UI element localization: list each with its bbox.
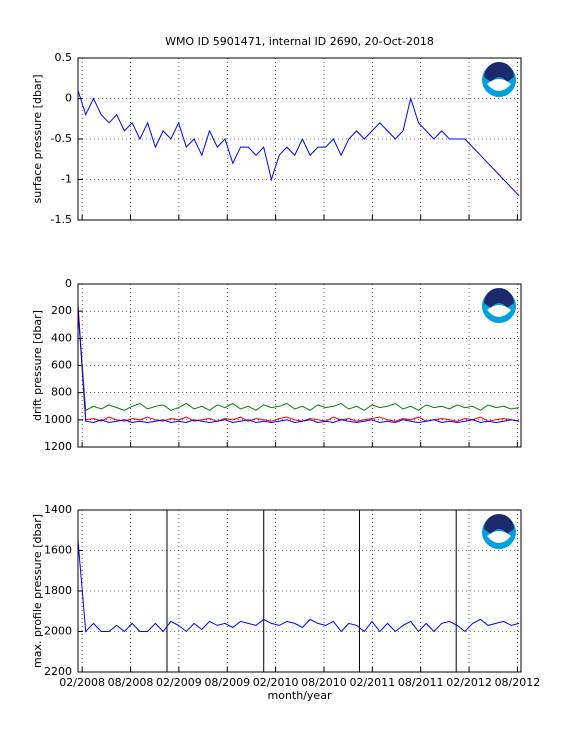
logo-wave <box>487 79 511 91</box>
logo <box>481 514 517 550</box>
x-tick-label: 08/2009 <box>204 676 250 689</box>
x-tick-label: 02/2011 <box>349 676 395 689</box>
data-line <box>77 311 520 412</box>
x-tick-label: 02/2009 <box>156 676 202 689</box>
y-tick-label: 200 <box>51 304 72 317</box>
y-tick-label: 1800 <box>44 584 72 597</box>
y-tick-label: -0.5 <box>51 132 72 145</box>
x-tick-label: 08/2012 <box>495 676 541 689</box>
x-tick-label: 02/2012 <box>446 676 492 689</box>
y-tick-label: 1200 <box>44 440 72 453</box>
x-tick-label: 08/2010 <box>301 676 347 689</box>
y-tick-label: 600 <box>51 359 72 372</box>
data-line <box>77 304 520 422</box>
logo-top <box>484 288 514 308</box>
plot-area <box>78 510 521 672</box>
x-tick-label: 08/2011 <box>398 676 444 689</box>
x-tick-label: 08/2008 <box>108 676 154 689</box>
logo <box>481 288 517 324</box>
logo <box>481 62 517 98</box>
logo-wave <box>487 305 511 317</box>
y-axis-label: max. profile pressure [dbar] <box>31 514 44 668</box>
x-tick-label: 02/2008 <box>59 676 105 689</box>
y-tick-label: 1600 <box>44 544 72 557</box>
x-axis-label: month/year <box>268 689 332 702</box>
data-line <box>77 540 520 633</box>
y-tick-label: 2000 <box>44 625 72 638</box>
y-tick-label: 0 <box>65 92 72 105</box>
y-tick-label: 0 <box>65 277 72 290</box>
chart-title: WMO ID 5901471, internal ID 2690, 20-Oct… <box>165 35 434 48</box>
logo-top <box>484 62 514 82</box>
data-line <box>77 90 520 197</box>
y-tick-label: 1400 <box>44 503 72 516</box>
y-axis-label: drift pressure [dbar] <box>31 310 44 421</box>
axes-frame <box>77 283 522 448</box>
axes-frame <box>77 509 522 673</box>
y-tick-label: 1000 <box>44 413 72 426</box>
y-tick-label: 0.5 <box>55 51 73 64</box>
logo-top <box>484 514 514 534</box>
y-tick-label: -1.5 <box>51 213 72 226</box>
y-tick-label: 800 <box>51 386 72 399</box>
axes-frame <box>77 57 522 221</box>
logo-wave <box>487 531 511 543</box>
y-tick-label: 2200 <box>44 665 72 678</box>
plot-area <box>78 58 521 220</box>
x-tick-label: 02/2010 <box>253 676 299 689</box>
y-tick-label: -1 <box>61 173 72 186</box>
y-tick-label: 400 <box>51 331 72 344</box>
data-line <box>77 307 520 424</box>
y-axis-label: surface pressure [dbar] <box>31 75 44 204</box>
